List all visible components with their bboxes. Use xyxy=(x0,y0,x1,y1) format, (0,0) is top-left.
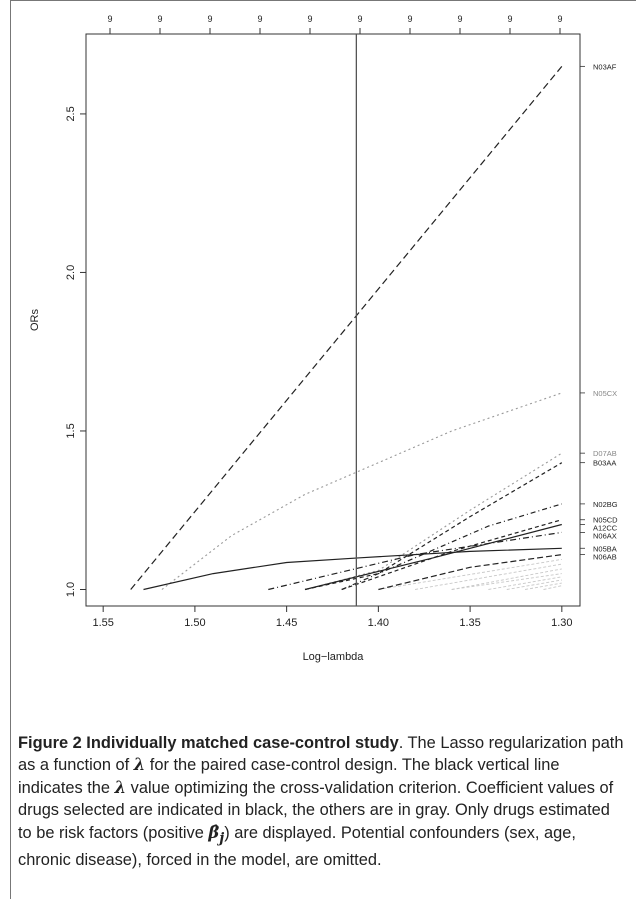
x-tick-label: 1.55 xyxy=(92,617,113,629)
top-axis: 9 9 9 9 9 9 9 9 9 9 xyxy=(107,14,563,34)
series-line-n05cx xyxy=(161,392,562,590)
beta-subscript: j xyxy=(219,829,225,846)
gray-lines-group xyxy=(378,558,562,590)
x-tick-label: 1.35 xyxy=(459,617,480,629)
x-tick-label: 1.50 xyxy=(184,617,205,629)
unselected-coef-line xyxy=(525,582,562,590)
series-line-n05cd xyxy=(341,519,562,591)
series-line-n06ab xyxy=(378,554,562,591)
series-line-d07ab xyxy=(304,452,563,591)
top-tick-label: 9 xyxy=(157,14,162,24)
series-line-n06ax xyxy=(268,531,562,591)
top-tick-label: 9 xyxy=(107,14,112,24)
unselected-coef-line xyxy=(451,573,562,590)
lambda-symbol: λ xyxy=(133,755,146,775)
unselected-coef-line xyxy=(415,563,562,590)
x-tick-label: 1.30 xyxy=(551,617,572,629)
series-label-n05ba: N05BA xyxy=(593,544,617,553)
series-label-n06ab: N06AB xyxy=(593,552,617,561)
caption-title: Figure 2 Individually matched case-contr… xyxy=(18,734,399,752)
frame-border-left xyxy=(10,0,11,899)
lambda-symbol: λ xyxy=(114,777,127,797)
top-tick-label: 9 xyxy=(307,14,312,24)
caption-text-4: ) are displayed. Potential confounders (… xyxy=(18,823,576,870)
y-tick-label: 2.0 xyxy=(65,265,77,280)
series-line-n05ba xyxy=(143,547,562,591)
series-label-n03af: N03AF xyxy=(593,62,617,71)
y-axis: 1.0 1.5 2.0 2.5 xyxy=(65,106,86,597)
beta-hat-symbol: β̂ xyxy=(208,822,220,842)
unselected-coef-line xyxy=(506,579,562,590)
series-line-a12cc xyxy=(304,523,562,591)
x-axis-label: Log−lambda xyxy=(303,651,365,663)
x-tick-label: 1.40 xyxy=(368,617,389,629)
series-label-n05cx: N05CX xyxy=(593,389,617,398)
y-tick-label: 1.5 xyxy=(65,423,77,438)
unselected-coef-line xyxy=(451,568,562,590)
series-label-d07ab: D07AB xyxy=(593,449,617,458)
series-label-n02bg: N02BG xyxy=(593,500,618,509)
unselected-coef-line xyxy=(488,576,562,590)
y-axis-label: ORs xyxy=(29,309,41,332)
plot-area-box xyxy=(85,33,581,607)
caption-text-1: . The Lasso regularization path as a fun… xyxy=(18,734,624,775)
top-tick-label: 9 xyxy=(207,14,212,24)
top-tick-label: 9 xyxy=(557,14,562,24)
y-tick-label: 1.0 xyxy=(65,582,77,597)
unselected-coef-line xyxy=(378,558,562,590)
frame-border-top xyxy=(10,0,636,1)
figure-caption: Figure 2 Individually matched case-contr… xyxy=(18,732,624,872)
top-tick-label: 9 xyxy=(257,14,262,24)
top-tick-label: 9 xyxy=(357,14,362,24)
unselected-coef-line xyxy=(543,585,562,590)
series-line-b03aa xyxy=(304,462,563,591)
series-label-n05cd: N05CD xyxy=(593,516,618,525)
top-tick-label: 9 xyxy=(507,14,512,24)
x-tick-label: 1.45 xyxy=(276,617,297,629)
series-label-b03aa: B03AA xyxy=(593,459,616,468)
caption-text-2: for the paired case-control design. The … xyxy=(18,756,560,797)
top-tick-label: 9 xyxy=(457,14,462,24)
series-label-a12cc: A12CC xyxy=(593,524,618,533)
series-lines-group xyxy=(130,66,563,591)
series-line-n02bg xyxy=(341,503,562,591)
x-axis: 1.55 1.50 1.45 1.40 1.35 1.30 xyxy=(92,606,573,629)
top-tick-label: 9 xyxy=(407,14,412,24)
caption-text-3: value optimizing the cross-validation cr… xyxy=(18,778,614,842)
series-line-n03af xyxy=(130,66,563,590)
series-label-n06ax: N06AX xyxy=(593,532,617,541)
y-tick-label: 2.5 xyxy=(65,106,77,121)
